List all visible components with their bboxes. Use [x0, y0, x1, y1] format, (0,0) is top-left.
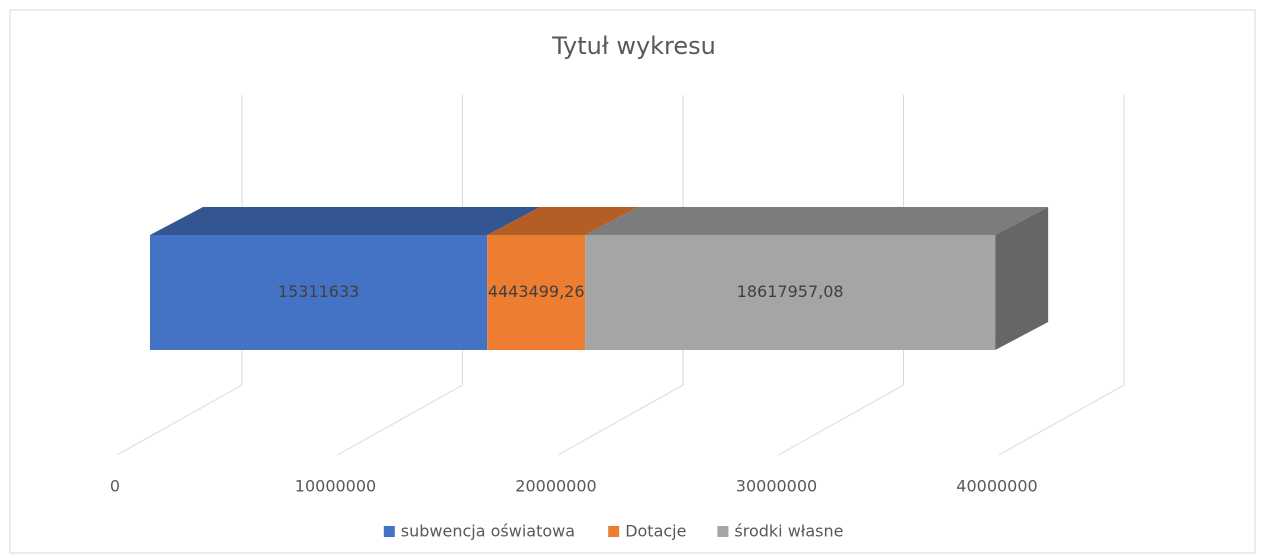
grid-floor-line: [998, 384, 1125, 456]
grid-floor-line: [337, 384, 463, 456]
grid-floor-line: [557, 384, 684, 456]
x-tick-label: 0: [110, 477, 120, 496]
chart-title: Tytuł wykresu: [551, 32, 716, 60]
data-label: 15311633: [278, 282, 359, 301]
x-tick-label: 10000000: [295, 477, 376, 496]
grid-floor-line: [778, 384, 904, 456]
bar-top: [585, 207, 1049, 235]
bar-side: [995, 207, 1049, 350]
bar: [487, 235, 586, 350]
x-tick-label: 30000000: [736, 477, 817, 496]
legend-label: Dotacje: [625, 522, 686, 541]
x-tick-label: 20000000: [515, 477, 596, 496]
bar-top: [487, 207, 639, 235]
data-label: 4443499,26: [488, 282, 585, 301]
legend-swatch: [608, 526, 620, 537]
legend-swatch: [717, 526, 729, 537]
x-tick-label: 40000000: [956, 477, 1037, 496]
legend-label: subwencja oświatowa: [401, 522, 575, 541]
bar: [150, 235, 488, 350]
legend-label: środki własne: [734, 522, 843, 541]
data-label: 18617957,08: [737, 282, 844, 301]
grid-floor-line: [116, 384, 243, 456]
bar-top: [150, 207, 541, 235]
legend-swatch: [383, 526, 395, 537]
bar: [585, 235, 996, 350]
